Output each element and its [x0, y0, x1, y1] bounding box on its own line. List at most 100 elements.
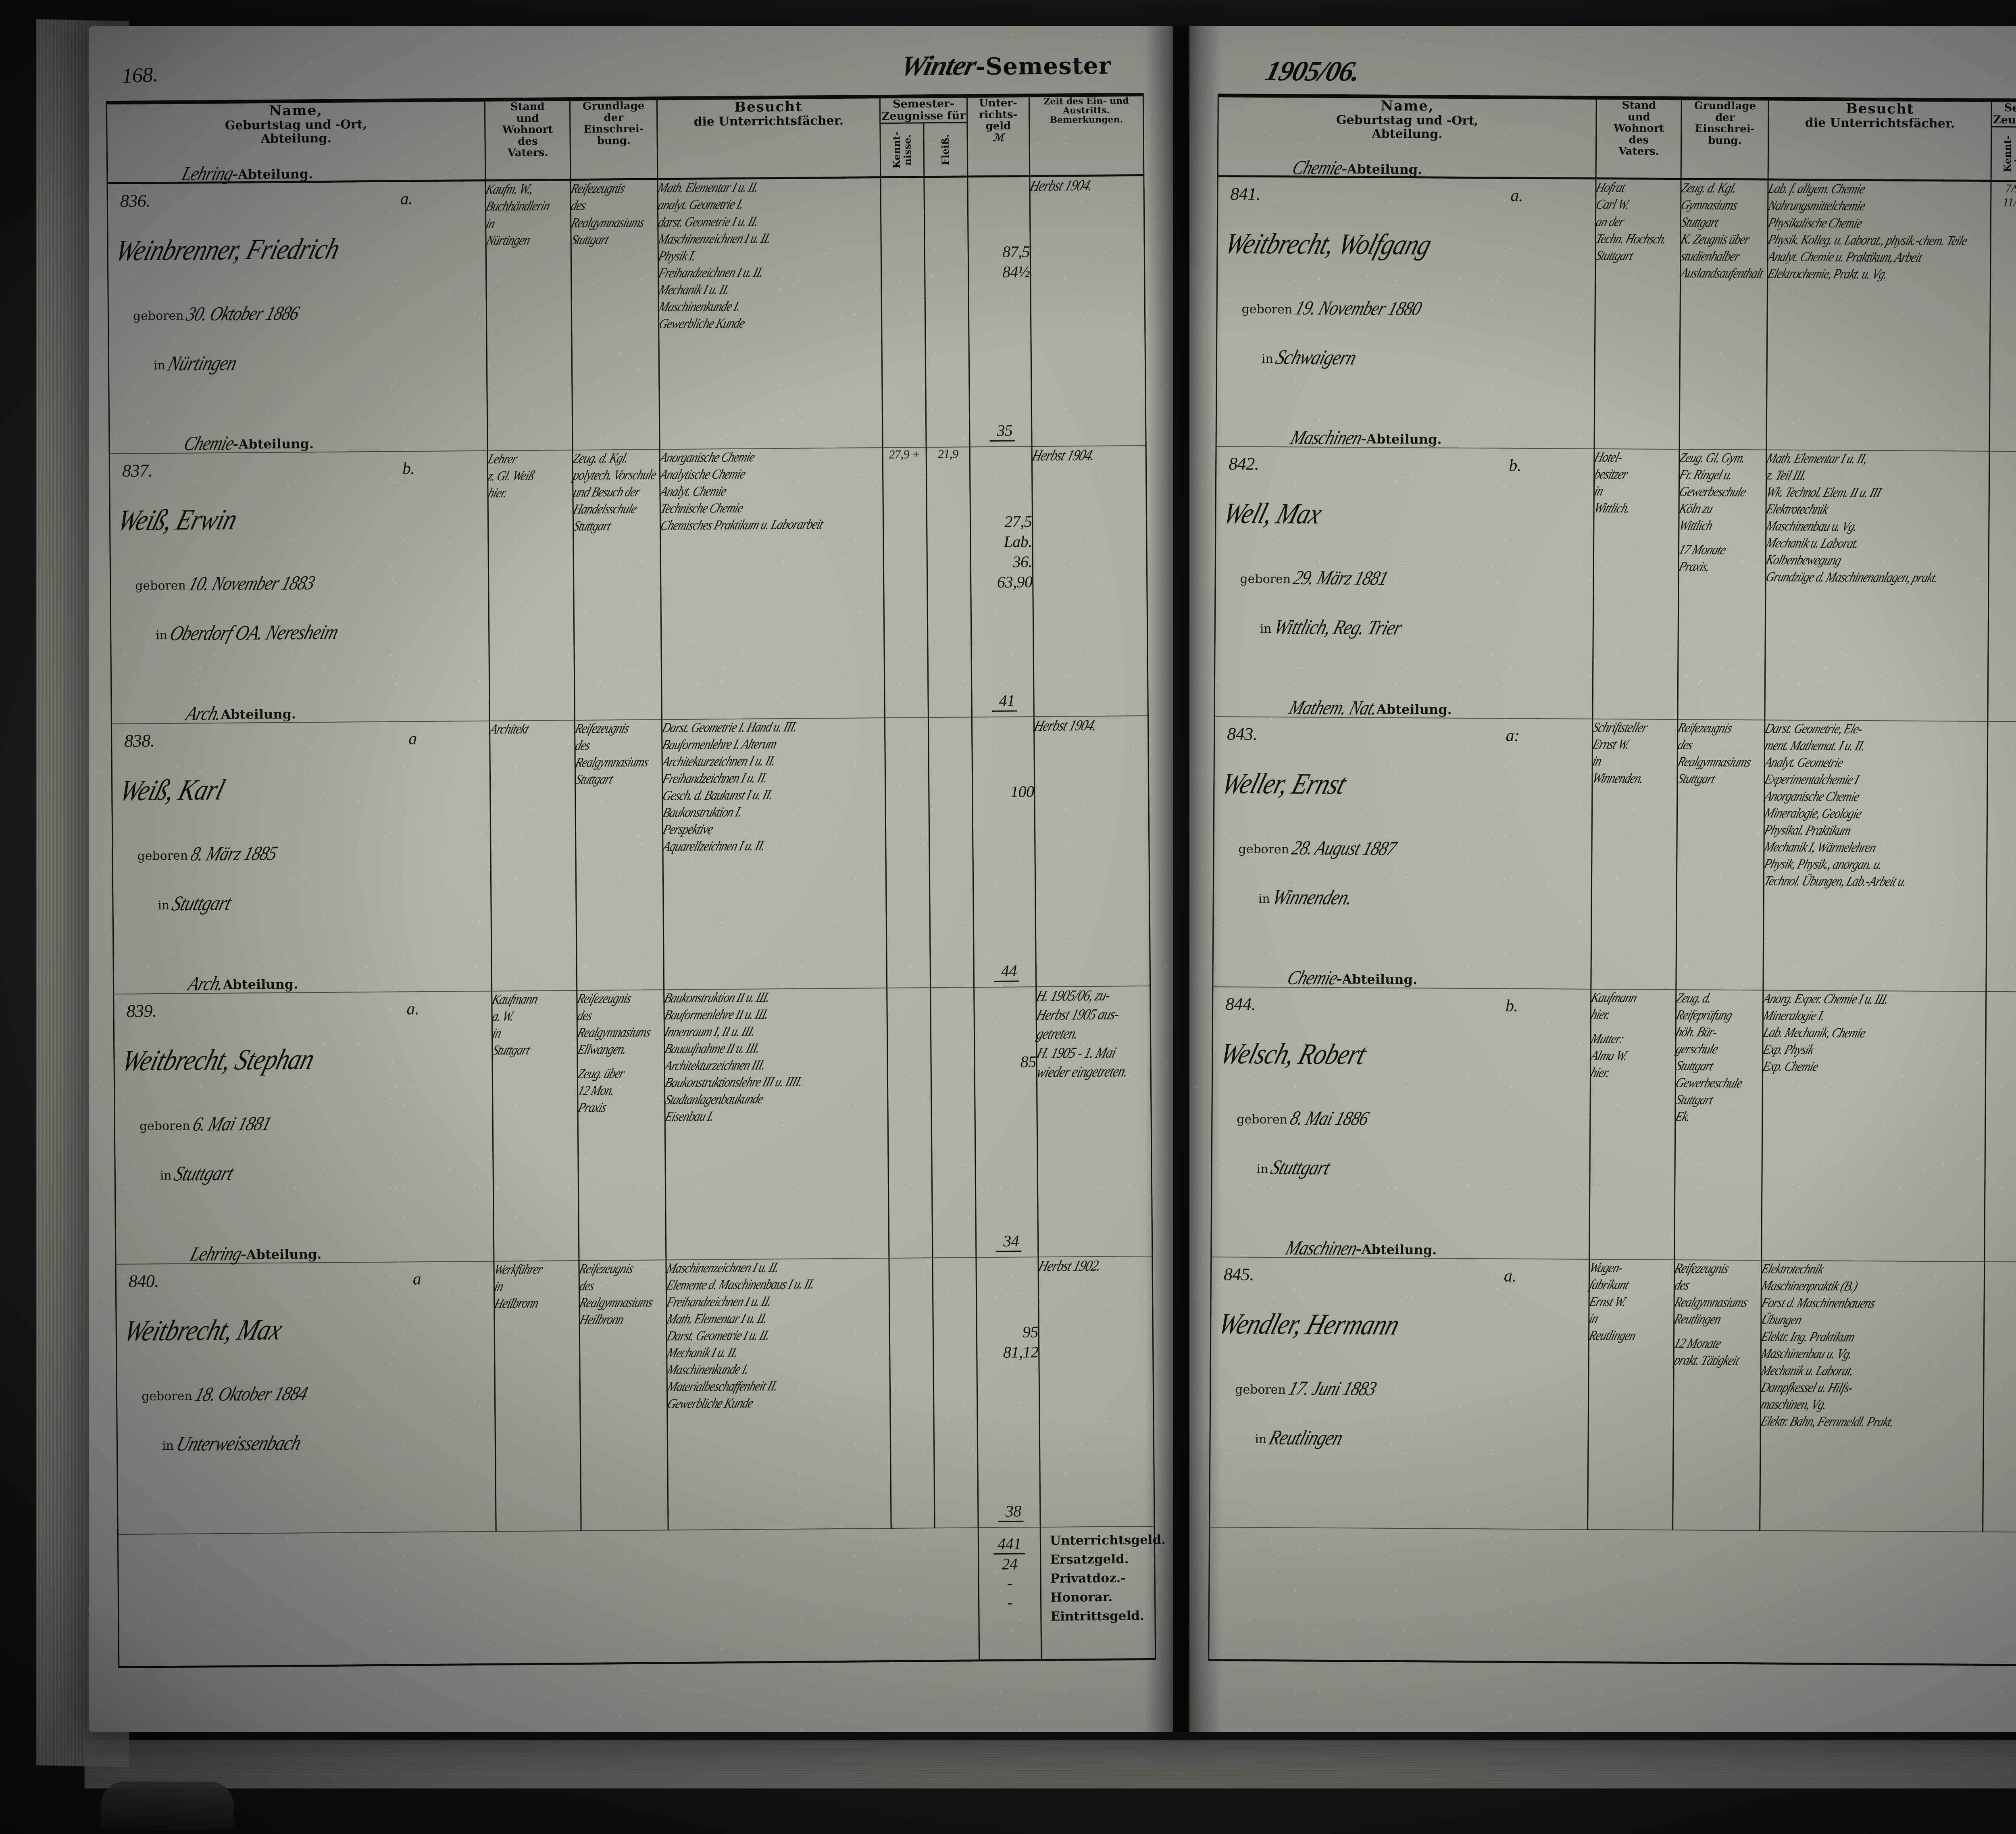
cell-father-occupation[interactable]: Hotel-besitzer in Wittlich. [1593, 448, 1680, 720]
cell-father-occupation[interactable]: Wagen-fabrikant Ernst W. in Reutlingen [1587, 1259, 1674, 1530]
cell-subjects[interactable]: Math. Elementar I u. II. analyt. Geometri… [656, 177, 883, 450]
col-header-besucht-faecher: Besucht die Unterrichtsfächer. [1768, 99, 1992, 181]
cell-tuition-fee[interactable]: 95 81,12 38 [976, 1257, 1041, 1528]
cell-fleiss[interactable] [932, 1257, 979, 1528]
birth-place: Winnenden. [1270, 885, 1356, 909]
birth-date: 8. Mai 1886 [1287, 1107, 1371, 1130]
entry-number: 844. [1225, 994, 1256, 1014]
cell-fleiss[interactable] [928, 717, 974, 988]
cell-father-occupation[interactable]: Kaufmann hier. Mutter: Alma W. hier. [1589, 989, 1677, 1260]
cell-enrollment-basis[interactable]: Reifezeugnis des Realgymnasiums Stuttgart [1676, 719, 1765, 990]
cell-enrollment-basis[interactable]: Reifezeugnis des Realgymnasiums Heilbronn [578, 1260, 669, 1531]
cell-father-occupation[interactable]: Architekt [488, 720, 577, 991]
cell-remarks[interactable]: Herbst 1902. [1037, 1256, 1155, 1528]
cell-kenntnisse[interactable] [880, 177, 927, 448]
cell-tuition-fee[interactable]: 100 44 [972, 717, 1036, 988]
cell-subjects[interactable]: Lab. f. allgem. Chemie Nahrungsmittelchem… [1766, 179, 1991, 451]
cell-tuition-fee[interactable]: 85 34 [974, 987, 1039, 1258]
cell-kenntnisse[interactable] [889, 1258, 935, 1528]
table-row[interactable]: 836. a. Weinbrenner, Friedrich geboren 30. … [107, 163, 1146, 454]
birth-date: 30. Oktober 1886 [184, 302, 302, 326]
semester-season-handwritten: Winter [898, 50, 979, 82]
in-label: in [1261, 352, 1273, 367]
cell-fleiss[interactable] [930, 987, 976, 1258]
table-row[interactable]: 839. a. Weitbrecht, Stephan geboren 6. Mai … [113, 973, 1152, 1265]
cell-kenntnisse[interactable] [1983, 1261, 2016, 1532]
cell-subjects[interactable]: Anorganische Chemie Analytische Chemie Ana… [658, 448, 885, 720]
in-label: in [1255, 1432, 1267, 1446]
in-label: in [153, 358, 166, 373]
cell-kenntnisse[interactable] [1986, 721, 2016, 992]
cell-kenntnisse[interactable] [1984, 991, 2016, 1262]
cell-tuition-fee[interactable]: 87,5 84½ 35 [967, 176, 1032, 447]
cell-subjects[interactable]: Darst. Geometrie, Ele-ment. Mathemat. I … [1762, 720, 1988, 992]
entry-number: 838. [124, 731, 155, 751]
cell-remarks[interactable]: Herbst 1904. [1028, 175, 1146, 447]
cell-enrollment-basis[interactable]: Reifezeugnis des Realgymnasiums Stuttgart [573, 719, 664, 991]
table-row[interactable]: 845. a. Wendler, Hermann geboren 17. Juni 1… [1209, 1237, 2016, 1534]
cell-remarks[interactable]: Herbst 1904. [1030, 445, 1148, 717]
cell-subjects[interactable]: Elektrotechnik Maschinenpraktik (B.) Forst… [1759, 1260, 1985, 1532]
cell-father-occupation[interactable]: Schriftsteller Ernst W. in Winnenden. [1591, 719, 1678, 990]
cell-kenntnisse[interactable]: 7/9 11/9 [1989, 181, 2016, 452]
cell-name-birth-abteilung[interactable]: 845. a. Wendler, Hermann geboren 17. Juni 1… [1209, 1237, 1590, 1530]
table-row[interactable]: 844. b. Welsch, Robert geboren 8. Mai 1886 i… [1211, 967, 2016, 1263]
cell-father-occupation[interactable]: Werkführer in Heilbronn [493, 1261, 581, 1532]
cell-enrollment-basis[interactable]: Reifezeugnis des Realgymnasiums Stuttgart [569, 179, 660, 450]
cell-name-birth-abteilung[interactable]: 839. a. Weitbrecht, Stephan geboren 6. Mai … [113, 973, 494, 1265]
cell-name-birth-abteilung[interactable]: 840. a Weitbrecht, Max geboren 18. Oktober … [115, 1243, 496, 1535]
cell-father-occupation[interactable]: Lehrer z. Gl. Weiß hier. [486, 450, 575, 721]
table-row[interactable]: 837. b. Weiß, Erwin geboren 10. November 18… [109, 432, 1148, 724]
open-ledger-book: 168. Winter-Semester Name, Geburtstag un… [36, 4, 2016, 1811]
cell-name-birth-abteilung[interactable]: 836. a. Weinbrenner, Friedrich geboren 30. … [107, 163, 488, 454]
cell-subjects[interactable]: Darst. Geometrie I. Hand u. III. Bauforme… [660, 718, 887, 990]
cell-kenntnisse[interactable] [1987, 451, 2016, 722]
student-name: Welsch, Robert [1216, 1038, 1370, 1071]
cell-enrollment-basis[interactable]: Zeug. d. Reifeprüfung höh. Bür-gerschule St… [1674, 990, 1764, 1261]
birth-date: 28. August 1887 [1289, 837, 1399, 860]
student-name: Weinbrenner, Friedrich [112, 233, 344, 267]
birth-place: Reutlingen [1266, 1426, 1346, 1450]
table-row[interactable]: 843. a: Weller, Ernst geboren 28. August 18… [1212, 697, 2016, 993]
cell-remarks[interactable]: Herbst 1904. [1032, 715, 1150, 987]
abteilung-label: Abteilung. [1366, 431, 1442, 447]
in-label: in [160, 1168, 172, 1183]
cell-name-birth-abteilung[interactable]: 838. a Weiß, Karl geboren 8. März 1885 in St… [111, 703, 492, 994]
cell-father-occupation[interactable]: Kaufmann a. W. in Stuttgart [491, 990, 579, 1261]
cell-fleiss[interactable] [924, 177, 970, 448]
cell-name-birth-abteilung[interactable]: 841. a. Weitbrecht, Wolfgang geboren 19. No… [1216, 157, 1596, 449]
totals-spacer [1208, 1527, 2016, 1666]
cell-enrollment-basis[interactable]: Reifezeugnis des Realgymnasiums Ellwangen. Z… [575, 990, 666, 1261]
cell-kenntnisse[interactable] [887, 988, 933, 1258]
cell-subjects[interactable]: Anorg. Exper. Chemie I u. III. Mineralogi… [1761, 990, 1986, 1262]
cell-subjects[interactable]: Baukonstruktion II u. III. Bauformenlehre… [662, 988, 889, 1260]
cell-remarks[interactable]: H. 1905/06, zu- Herbst 1905 aus-getreten.… [1035, 986, 1152, 1257]
birth-date: 10. November 1883 [186, 572, 317, 595]
birth-date: 8. März 1885 [188, 842, 279, 865]
cell-father-occupation[interactable]: Kaufm. W., Buchhändlerin in Nürtingen [484, 180, 573, 451]
cell-name-birth-abteilung[interactable]: 842. b. Well, Max geboren 29. März 1881 in W… [1214, 427, 1595, 719]
cell-kenntnisse[interactable]: 27,9 + [883, 447, 929, 718]
cell-enrollment-basis[interactable]: Zeug. d. Kgl. Gymnasiums Stuttgart K. Zeugn… [1679, 179, 1768, 450]
table-row[interactable]: 841. a. Weitbrecht, Wolfgang geboren 19. No… [1216, 157, 2016, 453]
table-row[interactable]: 842. b. Well, Max geboren 29. März 1881 in W… [1214, 427, 2016, 723]
cell-enrollment-basis[interactable]: Reifezeugnis des Realgymnasiums Reutlingen 1… [1672, 1260, 1762, 1531]
cell-enrollment-basis[interactable]: Zeug. d. Kgl. polytech. Vorschule und Besu… [571, 449, 662, 721]
student-name: Weiß, Karl [116, 773, 228, 807]
cell-name-birth-abteilung[interactable]: 844. b. Welsch, Robert geboren 8. Mai 1886 i… [1211, 967, 1591, 1259]
fee-total: 44 [993, 961, 1020, 982]
cell-father-occupation[interactable]: Hofrat Carl W. an der Techn. Hochsch. Stuttg… [1594, 178, 1681, 450]
cell-fleiss[interactable]: 21,9 [926, 447, 972, 718]
totals-labels: Unterrichtsgeld. Ersatzgeld. Privatdoz.-Ho… [1040, 1526, 1166, 1661]
birth-date: 6. Mai 1881 [190, 1113, 274, 1136]
cell-subjects[interactable]: Maschinenzeichnen I u. II. Elemente d. Ma… [665, 1258, 891, 1530]
cell-kenntnisse[interactable] [885, 717, 931, 988]
table-row[interactable]: 838. a Weiß, Karl geboren 8. März 1885 in St… [111, 703, 1150, 994]
in-label: in [1260, 621, 1272, 636]
table-row[interactable]: 840. a Weitbrecht, Max geboren 18. Oktober … [115, 1243, 1155, 1535]
cell-name-birth-abteilung[interactable]: 837. b. Weiß, Erwin geboren 10. November 18… [109, 432, 490, 724]
cell-name-birth-abteilung[interactable]: 843. a: Weller, Ernst geboren 28. August 18… [1212, 697, 1593, 989]
cell-enrollment-basis[interactable]: Zeug. Gl. Gym. Fr. Ringel u. Gewerbeschule… [1677, 449, 1767, 720]
cell-subjects[interactable]: Math. Elementar I u. II, z. Teil III. Wk. … [1764, 450, 1989, 721]
cell-tuition-fee[interactable]: 27,5 Lab. 36. 63,90 41 [970, 446, 1034, 717]
